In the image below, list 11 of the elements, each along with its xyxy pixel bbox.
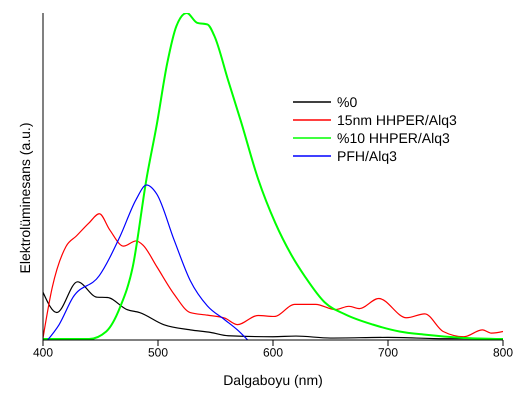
legend-label: %10 HHPER/Alq3	[337, 129, 450, 147]
legend-label: %0	[337, 93, 358, 111]
x-tick-label: 500	[148, 346, 168, 360]
x-axis-title: Dalgaboyu (nm)	[223, 372, 323, 388]
legend-label: 15nm HHPER/Alq3	[337, 111, 457, 129]
legend-label: PFH/Alq3	[337, 147, 397, 165]
x-tick-label: 400	[32, 346, 54, 360]
x-tick-label: 700	[378, 346, 398, 360]
x-tick-label: 800	[492, 346, 514, 360]
y-axis-title: Elektrolüminesans (a.u.)	[17, 122, 33, 274]
x-tick-label: 600	[262, 346, 284, 360]
